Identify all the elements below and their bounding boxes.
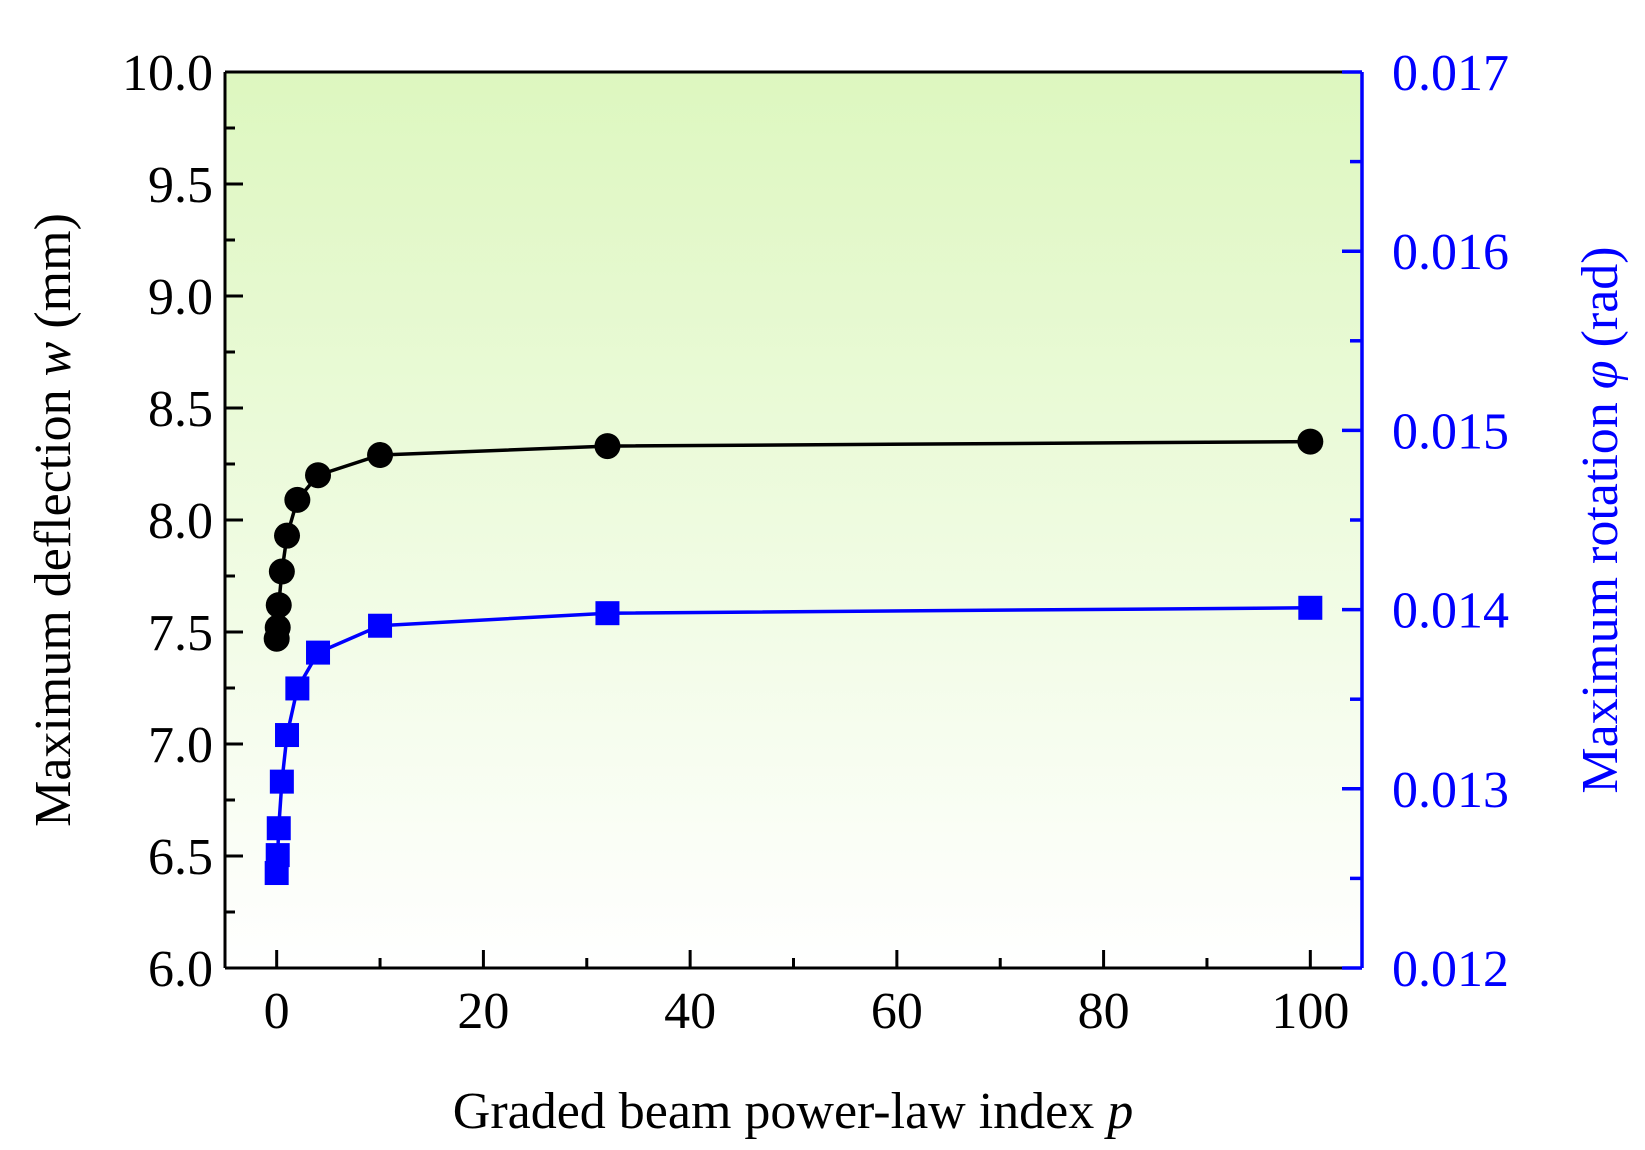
y2-tick-label-1: 0.013 — [1392, 762, 1509, 819]
y2-axis-title: Maximum rotation φ (rad) — [1572, 246, 1629, 793]
series-1-point-8 — [595, 601, 620, 626]
x-tick-label-0: 0 — [264, 983, 290, 1040]
y-tick-label-0: 6.0 — [148, 941, 213, 998]
x-axis-title: Graded beam power-law index p — [453, 1083, 1133, 1140]
series-0-point-1 — [264, 614, 291, 641]
y-tick-label-6: 9.0 — [148, 269, 213, 326]
y2-tick-label-0: 0.012 — [1392, 941, 1509, 998]
series-1-point-6 — [306, 640, 331, 665]
series-0-point-7 — [367, 442, 394, 469]
series-1-point-5 — [285, 676, 310, 701]
series-0-point-5 — [284, 486, 311, 513]
x-tick-label-2: 40 — [664, 983, 716, 1040]
y2-tick-label-3: 0.015 — [1392, 403, 1509, 460]
series-1-point-9 — [1298, 595, 1323, 620]
y-tick-label-4: 8.0 — [148, 493, 213, 550]
series-0-point-8 — [594, 433, 621, 460]
x-tick-label-4: 80 — [1078, 983, 1130, 1040]
series-layer — [263, 428, 1324, 886]
y-tick-label-1: 6.5 — [148, 829, 213, 886]
series-1-point-4 — [275, 723, 300, 748]
series-1-point-1 — [265, 843, 290, 868]
series-0-point-2 — [265, 592, 292, 619]
y2-tick-label-5: 0.017 — [1392, 45, 1509, 102]
y-axis-title: Maximum deflection w (mm) — [25, 213, 82, 827]
axes-layer: 0 20 40 60 80 100 6.0 6.5 7.0 7.5 8.0 8.5 9.0 9.5 10.0… — [122, 45, 1509, 1040]
plot-background — [225, 72, 1362, 968]
y2-tick-label-2: 0.014 — [1392, 583, 1509, 640]
x-tick-label-1: 20 — [457, 983, 509, 1040]
x-tick-label-3: 60 — [871, 983, 923, 1040]
y-tick-label-8: 10.0 — [122, 45, 213, 102]
series-1-point-3 — [269, 769, 294, 794]
series-1-line — [274, 606, 1311, 874]
y-tick-label-3: 7.5 — [148, 605, 213, 662]
series-1-point-2 — [266, 816, 291, 841]
y2-tick-label-4: 0.016 — [1392, 224, 1509, 281]
y-tick-label-5: 8.5 — [148, 381, 213, 438]
y-tick-label-2: 7.0 — [148, 717, 213, 774]
series-0-point-4 — [274, 522, 301, 549]
y-tick-label-7: 9.5 — [148, 157, 213, 214]
series-0-point-6 — [305, 462, 332, 489]
series-1-point-7 — [368, 613, 393, 638]
series-0-point-9 — [1297, 428, 1324, 455]
series-0-point-3 — [268, 558, 295, 585]
x-tick-label-5: 100 — [1271, 983, 1349, 1040]
